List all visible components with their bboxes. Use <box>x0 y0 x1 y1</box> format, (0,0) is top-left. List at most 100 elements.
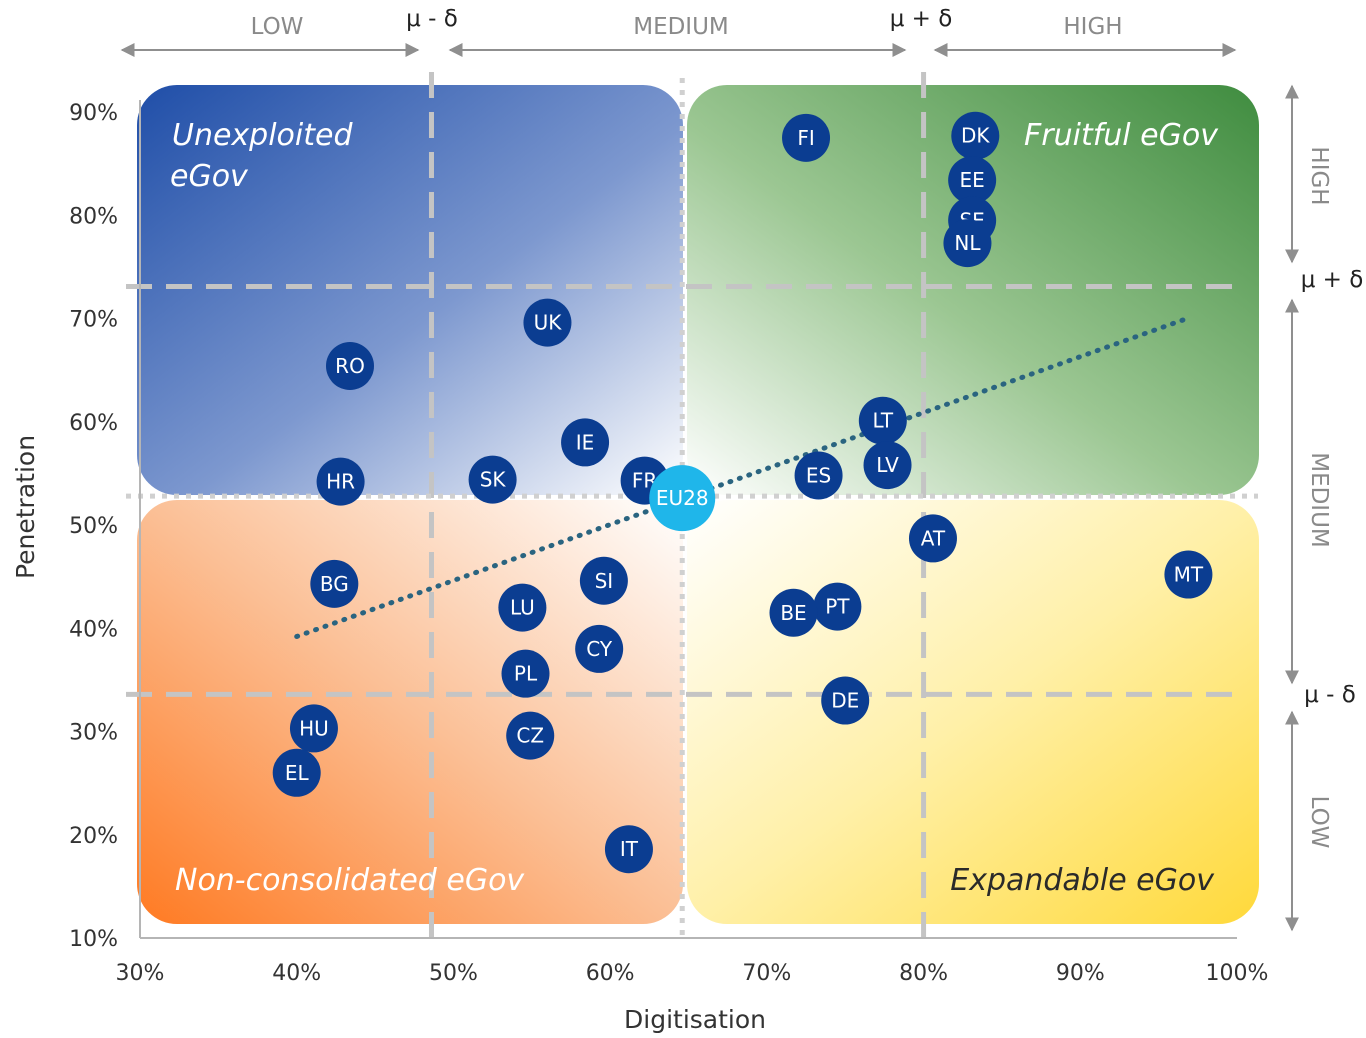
point-marker <box>1164 550 1213 599</box>
point-marker <box>782 113 831 162</box>
y-low-threshold-label: μ - δ <box>1304 682 1356 708</box>
point-marker <box>501 649 550 698</box>
data-point-pl: PL <box>501 649 550 698</box>
point-label: LV <box>876 453 899 477</box>
data-point-at: AT <box>908 514 957 563</box>
y-high-threshold-label: μ + δ <box>1301 267 1364 293</box>
data-point-bg: BG <box>310 559 359 608</box>
point-marker <box>863 441 912 490</box>
data-point-si: SI <box>579 556 628 605</box>
quadrant-top-right-title: Fruitful eGov <box>1024 118 1219 153</box>
point-marker <box>604 825 653 874</box>
point-marker <box>579 556 628 605</box>
point-marker <box>821 676 870 725</box>
point-label: UK <box>534 311 563 335</box>
data-point-it: IT <box>604 825 653 874</box>
point-label: ES <box>806 463 831 487</box>
y-tick-labels: 10% 20% 30% 40% 50% 60% 70% 80% 90% <box>69 101 118 952</box>
x-tick-label: 80% <box>899 961 948 986</box>
y-tick-label: 90% <box>69 101 118 126</box>
point-marker <box>948 156 997 205</box>
y-tick-label: 10% <box>69 927 118 952</box>
data-point-sk: SK <box>468 455 517 504</box>
x-tick-label: 70% <box>742 961 791 986</box>
quadrant-top-right-panel <box>687 85 1259 495</box>
point-marker <box>468 455 517 504</box>
data-point-ie: IE <box>561 418 610 467</box>
point-marker <box>769 588 818 637</box>
quadrant-bottom-left-panel <box>137 500 683 924</box>
y-tick-label: 70% <box>69 308 118 333</box>
data-point-lv: LV <box>863 441 912 490</box>
point-label: MT <box>1174 563 1204 587</box>
point-label: BE <box>780 601 806 625</box>
point-marker <box>310 559 359 608</box>
point-marker <box>272 748 321 797</box>
point-label: CY <box>586 637 613 661</box>
point-marker <box>561 418 610 467</box>
y-band-indicators: HIGH MEDIUM LOW μ + δ μ - δ <box>1285 84 1364 932</box>
point-marker <box>498 583 547 632</box>
y-tick-label: 30% <box>69 721 118 746</box>
x-band-high-label: HIGH <box>1063 14 1122 40</box>
x-low-threshold-label: μ - δ <box>406 6 458 32</box>
point-marker <box>325 341 374 390</box>
point-marker <box>794 451 843 500</box>
trendline <box>294 314 1193 640</box>
point-label: EL <box>285 761 310 785</box>
data-point-mt: MT <box>1164 550 1213 599</box>
point-marker <box>289 704 338 753</box>
x-tick-labels: 30% 40% 50% 60% 70% 80% 90% 100% <box>116 961 1269 986</box>
point-label: EE <box>960 168 985 192</box>
point-label: HU <box>299 716 329 740</box>
quadrant-top-left-title-line2: eGov <box>170 159 249 194</box>
point-label: LT <box>873 409 894 433</box>
x-high-threshold-label: μ + δ <box>890 6 953 32</box>
point-marker <box>813 582 862 631</box>
point-label: EU28 <box>656 486 709 510</box>
data-point-lt: LT <box>858 396 907 445</box>
y-band-low-label: LOW <box>1306 796 1332 849</box>
point-marker <box>908 514 957 563</box>
point-marker <box>649 465 716 532</box>
y-band-medium-label: MEDIUM <box>1306 452 1332 548</box>
quadrant-bottom-left-title: Non-consolidated eGov <box>175 863 525 898</box>
point-label: CZ <box>516 724 544 748</box>
data-point-uk: UK <box>523 298 572 347</box>
point-marker <box>316 457 365 506</box>
quadrant-top-left-title: Unexploited <box>172 118 353 153</box>
x-tick-label: 30% <box>116 961 165 986</box>
point-marker <box>575 624 624 673</box>
data-point-de: DE <box>821 676 870 725</box>
data-point-nl: NL <box>943 219 992 268</box>
point-label: SI <box>595 569 614 593</box>
x-tick-label: 90% <box>1056 961 1105 986</box>
y-axis-title: Penetration <box>11 435 40 579</box>
point-label: FI <box>797 126 814 150</box>
point-label: IT <box>620 837 639 861</box>
y-tick-label: 80% <box>69 204 118 229</box>
quadrant-bottom-right-title: Expandable eGov <box>950 863 1215 898</box>
data-point-ee: EE <box>948 156 997 205</box>
x-band-indicators: LOW MEDIUM HIGH μ - δ μ + δ <box>120 6 1237 57</box>
point-label: AT <box>921 526 946 550</box>
point-label: SK <box>480 468 507 492</box>
point-label: IE <box>576 430 595 454</box>
point-label: NL <box>954 231 981 255</box>
y-tick-label: 40% <box>69 617 118 642</box>
y-tick-label: 50% <box>69 514 118 539</box>
point-label: DK <box>961 124 990 148</box>
x-tick-label: 50% <box>429 961 478 986</box>
data-point-es: ES <box>794 451 843 500</box>
point-label: RO <box>335 354 365 378</box>
data-point-be: BE <box>769 588 818 637</box>
quadrant-top-left-panel <box>137 85 683 495</box>
y-tick-label: 60% <box>69 411 118 436</box>
point-label: BG <box>320 572 349 596</box>
data-point-pt: PT <box>813 582 862 631</box>
data-point-eu28: EU28 <box>649 465 716 532</box>
point-marker <box>943 219 992 268</box>
data-point-cy: CY <box>575 624 624 673</box>
data-point-cz: CZ <box>506 711 555 760</box>
